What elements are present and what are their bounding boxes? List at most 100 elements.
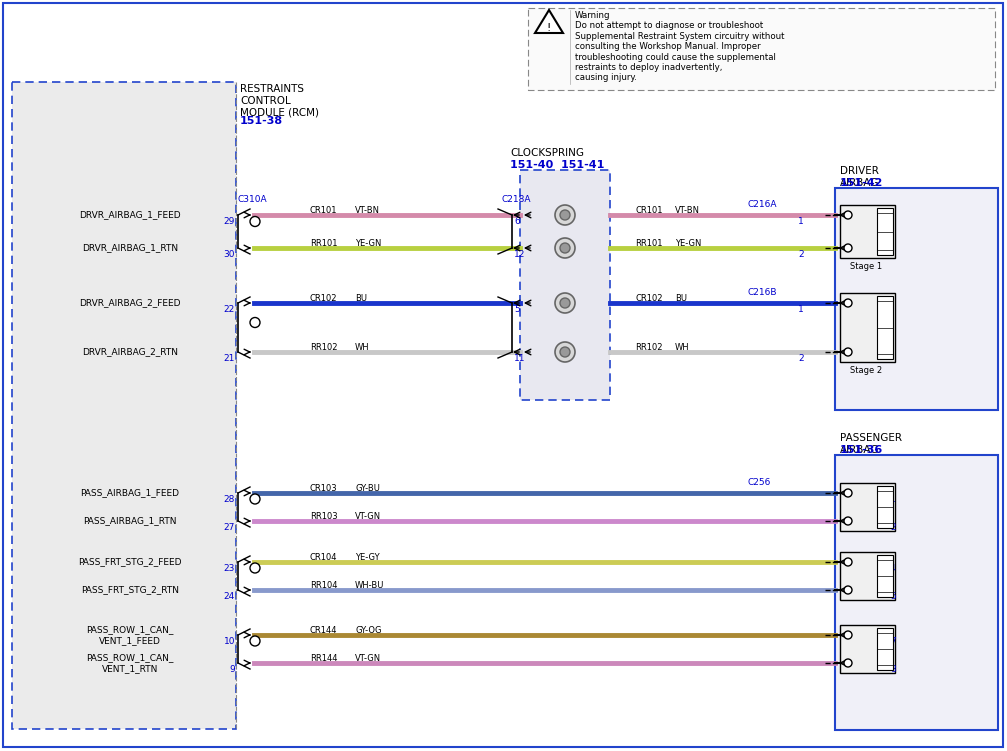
Text: BU: BU xyxy=(355,294,367,303)
Text: 11: 11 xyxy=(514,354,526,363)
Text: VT-BN: VT-BN xyxy=(355,206,380,215)
Text: 24: 24 xyxy=(224,592,235,601)
Text: !: ! xyxy=(547,23,551,33)
Text: GY-OG: GY-OG xyxy=(355,626,382,635)
Bar xyxy=(835,188,998,410)
Text: CLOCKSPRING: CLOCKSPRING xyxy=(510,148,584,158)
Circle shape xyxy=(555,293,575,313)
Text: RR104: RR104 xyxy=(310,581,337,590)
Text: 4: 4 xyxy=(890,564,895,573)
Text: 21: 21 xyxy=(224,354,235,363)
Text: 151-38: 151-38 xyxy=(240,116,283,126)
Bar xyxy=(840,293,895,362)
Text: 2: 2 xyxy=(890,523,895,532)
Polygon shape xyxy=(535,10,563,33)
Text: C256: C256 xyxy=(748,478,771,487)
Text: RR101: RR101 xyxy=(635,239,663,248)
Circle shape xyxy=(844,348,852,356)
Circle shape xyxy=(844,659,852,667)
Text: DRVR_AIRBAG_2_RTN: DRVR_AIRBAG_2_RTN xyxy=(82,348,178,357)
Circle shape xyxy=(560,243,570,253)
Text: 2: 2 xyxy=(798,354,804,363)
Circle shape xyxy=(844,586,852,594)
Text: DRVR_AIRBAG_1_FEED: DRVR_AIRBAG_1_FEED xyxy=(80,210,181,219)
Text: YE-GN: YE-GN xyxy=(355,239,382,248)
Text: VT-BN: VT-BN xyxy=(675,206,700,215)
Text: 151-42: 151-42 xyxy=(840,178,883,188)
Text: YE-GY: YE-GY xyxy=(355,553,380,562)
Bar xyxy=(528,8,995,90)
Text: GY-BU: GY-BU xyxy=(355,484,380,493)
Bar xyxy=(840,625,895,673)
Bar xyxy=(877,208,893,255)
Bar xyxy=(840,205,895,258)
Text: 23: 23 xyxy=(224,564,235,573)
Circle shape xyxy=(844,244,852,252)
Text: CR104: CR104 xyxy=(310,553,337,562)
Bar xyxy=(12,82,236,729)
Text: PASS_AIRBAG_1_FEED: PASS_AIRBAG_1_FEED xyxy=(81,488,179,497)
Text: RR144: RR144 xyxy=(310,654,337,663)
Text: 22: 22 xyxy=(224,305,235,314)
Text: WH-BU: WH-BU xyxy=(355,581,385,590)
Text: 10: 10 xyxy=(224,637,235,646)
Text: CR102: CR102 xyxy=(635,294,663,303)
Text: DRVR_AIRBAG_2_FEED: DRVR_AIRBAG_2_FEED xyxy=(80,298,180,307)
Text: RESTRAINTS
CONTROL
MODULE (RCM): RESTRAINTS CONTROL MODULE (RCM) xyxy=(240,84,319,117)
Circle shape xyxy=(844,489,852,497)
Circle shape xyxy=(560,210,570,220)
Text: YE-GN: YE-GN xyxy=(675,239,701,248)
Circle shape xyxy=(844,631,852,639)
Text: Stage 2: Stage 2 xyxy=(850,366,882,375)
Bar xyxy=(520,170,610,400)
Bar xyxy=(877,555,893,597)
Text: 12: 12 xyxy=(514,250,526,259)
Text: RR103: RR103 xyxy=(310,512,337,521)
Circle shape xyxy=(844,211,852,219)
Text: 1: 1 xyxy=(798,305,804,314)
Circle shape xyxy=(555,238,575,258)
Circle shape xyxy=(250,216,260,227)
Text: RR101: RR101 xyxy=(310,239,337,248)
Text: 1: 1 xyxy=(890,495,896,504)
Circle shape xyxy=(844,558,852,566)
Text: 1: 1 xyxy=(798,217,804,226)
Circle shape xyxy=(844,517,852,525)
Text: 29: 29 xyxy=(224,217,235,226)
Text: 5: 5 xyxy=(890,592,896,601)
Text: CR103: CR103 xyxy=(310,484,337,493)
Text: 6: 6 xyxy=(514,217,520,226)
Circle shape xyxy=(250,494,260,504)
Circle shape xyxy=(250,318,260,327)
Text: PASS_FRT_STG_2_RTN: PASS_FRT_STG_2_RTN xyxy=(81,586,179,595)
Text: Warning
Do not attempt to diagnose or troubleshoot
Supplemental Restraint System: Warning Do not attempt to diagnose or tr… xyxy=(575,11,784,83)
Text: C218A: C218A xyxy=(502,195,532,204)
Text: 151-36: 151-36 xyxy=(840,445,883,455)
Text: 5: 5 xyxy=(514,305,520,314)
Text: RR102: RR102 xyxy=(310,343,337,352)
Bar xyxy=(877,296,893,359)
Text: DRIVER
AIRBAG: DRIVER AIRBAG xyxy=(840,166,879,188)
Bar xyxy=(877,628,893,670)
Text: PASSENGER
AIRBAG: PASSENGER AIRBAG xyxy=(840,433,902,454)
Text: 28: 28 xyxy=(224,495,235,504)
Text: WH: WH xyxy=(355,343,370,352)
Circle shape xyxy=(250,636,260,646)
Text: CR102: CR102 xyxy=(310,294,337,303)
Text: CR101: CR101 xyxy=(635,206,663,215)
Text: Stage 1: Stage 1 xyxy=(850,262,882,271)
Text: 7: 7 xyxy=(890,637,896,646)
Circle shape xyxy=(555,342,575,362)
Bar xyxy=(840,552,895,600)
Text: CR144: CR144 xyxy=(310,626,337,635)
Text: PASS_AIRBAG_1_RTN: PASS_AIRBAG_1_RTN xyxy=(84,517,177,526)
Text: 27: 27 xyxy=(224,523,235,532)
Bar xyxy=(835,455,998,730)
Text: 151-40  151-41: 151-40 151-41 xyxy=(510,160,604,170)
Text: PASS_FRT_STG_2_FEED: PASS_FRT_STG_2_FEED xyxy=(79,557,181,566)
Text: RR102: RR102 xyxy=(635,343,663,352)
Circle shape xyxy=(560,347,570,357)
Bar xyxy=(840,483,895,531)
Text: 30: 30 xyxy=(224,250,235,259)
Text: VT-GN: VT-GN xyxy=(355,654,381,663)
